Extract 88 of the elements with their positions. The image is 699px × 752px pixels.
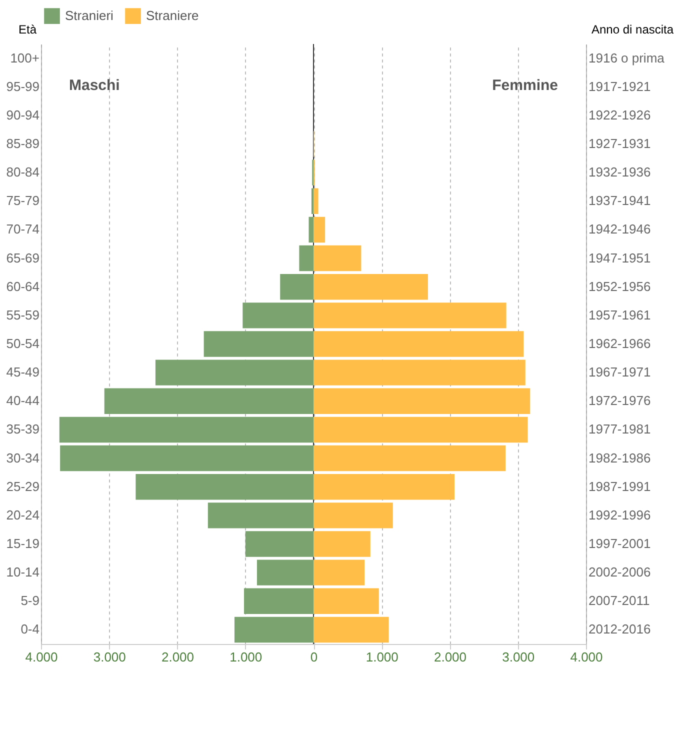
y2-tick-label: 1997-2001 (588, 536, 651, 551)
y2-tick-label: 1942-1946 (588, 222, 651, 237)
y2-tick-label: 1992-1996 (588, 507, 651, 522)
y2-tick-label: 1977-1981 (588, 422, 651, 437)
y-tick-label: 80-84 (6, 164, 40, 180)
x-tick-label: 2.000 (161, 650, 194, 664)
bar (314, 502, 393, 528)
y2-tick-label: 1957-1961 (588, 307, 651, 322)
bar (299, 245, 314, 272)
annotation: Maschi (69, 77, 120, 94)
y-tick-label: 95-99 (6, 78, 40, 94)
y-tick-label: 0-4 (20, 622, 40, 637)
x-tick-label: 2.000 (434, 650, 467, 664)
bar (314, 560, 365, 586)
bar (60, 445, 314, 472)
bar (314, 416, 528, 443)
x-tick-label: 1.000 (230, 650, 262, 664)
bar (59, 416, 314, 443)
bar (314, 302, 506, 328)
y2-tick-label: 2002-2006 (588, 564, 651, 580)
y-tick-label: 40-44 (6, 393, 40, 408)
y-axis-title: Età (18, 22, 37, 36)
y-tick-label: 100+ (10, 50, 40, 66)
bar (314, 531, 370, 557)
y-tick-label: 60-64 (6, 278, 40, 294)
annotation: Femmine (492, 77, 558, 94)
bar (314, 474, 455, 500)
legend-label: Straniere (146, 8, 199, 24)
y2-tick-label: 1916 o prima (588, 50, 666, 66)
bar (314, 616, 389, 643)
y2-tick-label: 1937-1941 (588, 193, 651, 208)
bar (314, 331, 524, 357)
y2-tick-label: 1917-1921 (588, 78, 651, 94)
bar (314, 360, 526, 386)
y-tick-label: 85-89 (6, 136, 40, 151)
y-tick-label: 55-59 (6, 307, 40, 322)
y2-tick-label: 1927-1931 (588, 136, 651, 151)
y2-axis-title: Anno di nascita (592, 22, 674, 36)
bar (242, 302, 314, 328)
x-tick-label: 0 (310, 650, 318, 664)
bar (314, 188, 318, 214)
y-tick-label: 35-39 (6, 422, 40, 437)
y-tick-label: 15-19 (6, 536, 40, 551)
y2-tick-label: 1952-1956 (588, 278, 651, 294)
bar (204, 331, 314, 357)
y-tick-label: 10-14 (6, 564, 40, 580)
bar (104, 388, 314, 414)
y-tick-label: 90-94 (6, 107, 40, 122)
bar (308, 216, 314, 243)
bar (155, 360, 314, 386)
bar (314, 388, 530, 414)
bar (280, 274, 314, 300)
x-tick-label: 4.000 (25, 650, 58, 664)
y2-tick-label: 1947-1951 (588, 250, 651, 266)
bar (314, 245, 362, 272)
y-tick-label: 50-54 (6, 336, 40, 351)
y2-tick-label: 1922-1926 (588, 107, 651, 122)
bar (256, 560, 314, 586)
x-tick-label: 3.000 (93, 650, 126, 664)
y2-tick-label: 1962-1966 (588, 336, 651, 351)
y2-tick-label: 1987-1991 (588, 478, 651, 494)
y-tick-label: 75-79 (6, 193, 40, 208)
bar (208, 502, 314, 528)
y2-tick-label: 1932-1936 (588, 164, 651, 180)
legend-label: Stranieri (65, 8, 114, 24)
bar (314, 445, 506, 472)
y-tick-label: 20-24 (6, 507, 40, 522)
y-tick-label: 65-69 (6, 250, 40, 266)
x-tick-label: 3.000 (502, 650, 535, 664)
y-tick-label: 5-9 (20, 593, 40, 608)
bar (234, 616, 314, 643)
y2-tick-label: 2012-2016 (588, 622, 651, 637)
bar (314, 588, 379, 614)
bar (314, 274, 428, 300)
y2-tick-label: 2007-2011 (588, 593, 650, 608)
bar (136, 474, 314, 500)
bar (314, 216, 326, 243)
y-tick-label: 30-34 (6, 450, 40, 466)
y2-tick-label: 1972-1976 (588, 393, 651, 408)
y2-tick-label: 1982-1986 (588, 450, 651, 466)
x-tick-label: 4.000 (570, 650, 603, 664)
y-tick-label: 45-49 (6, 364, 40, 380)
bar (244, 588, 314, 614)
bar (245, 531, 314, 557)
y-tick-label: 70-74 (6, 222, 40, 237)
y-tick-label: 25-29 (6, 478, 40, 494)
y2-tick-label: 1967-1971 (588, 364, 651, 380)
x-tick-label: 1.000 (366, 650, 398, 664)
